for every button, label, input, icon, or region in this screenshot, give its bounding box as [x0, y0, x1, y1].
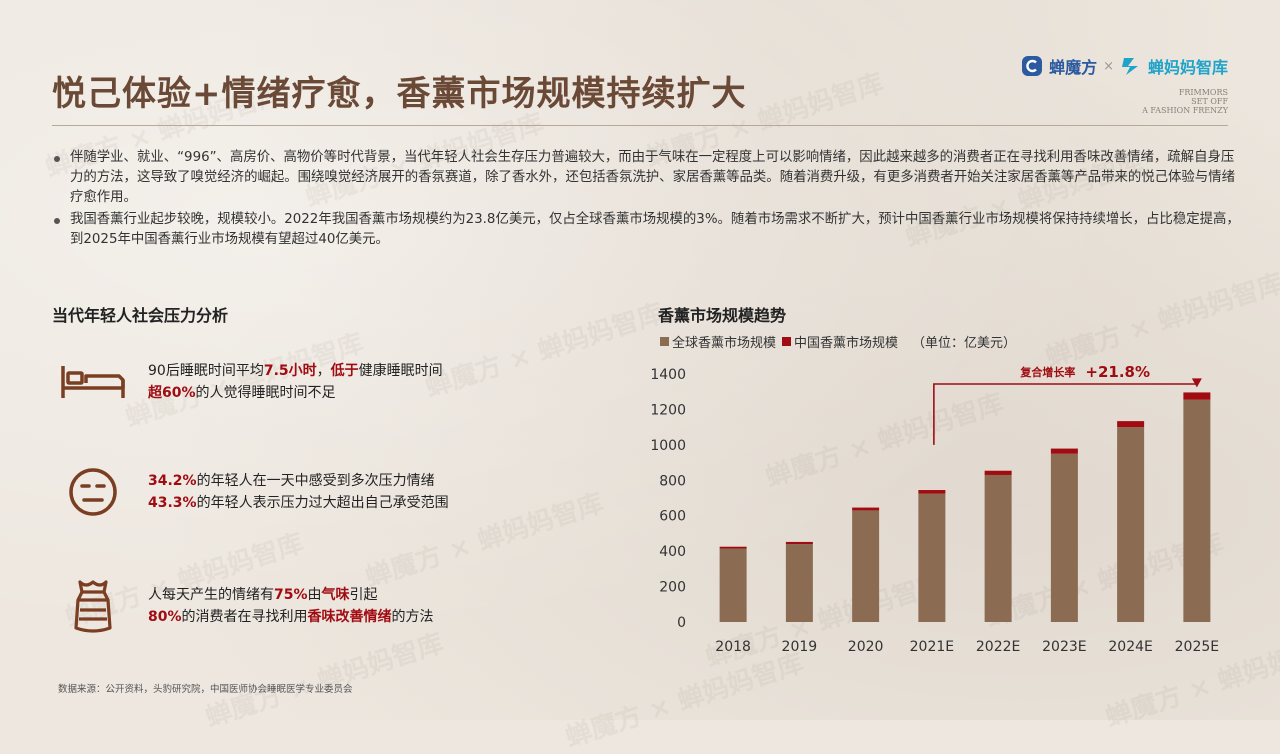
highlight-text: 80% — [148, 609, 182, 625]
highlight-text: 7.5小时 — [263, 363, 317, 379]
x-tick-label: 2025E — [1175, 639, 1219, 655]
stat-text: 的消费者在寻找利用 — [181, 609, 308, 625]
bar-china — [785, 541, 813, 545]
logo-chanmofang: 蝉魔方 — [1049, 58, 1098, 77]
stat-row-sleep: 90后睡眠时间平均7.5小时，低于健康睡眠时间 超60%的人觉得睡眠时间不足 — [58, 352, 443, 412]
growth-arrow-head — [1191, 378, 1202, 388]
stat-line: 超60%的人觉得睡眠时间不足 — [148, 382, 443, 404]
x-tick-label: 2023E — [1042, 639, 1086, 655]
bar-global — [785, 544, 813, 622]
aroma-jar-icon — [58, 576, 128, 636]
stat-text-stress: 34.2%的年轻人在一天中感受到多次压力情绪 43.3%的年轻人表示压力过大超出… — [148, 470, 449, 514]
bar-global — [852, 510, 880, 622]
stat-text: ， — [316, 363, 331, 379]
bed-icon — [58, 352, 128, 412]
highlight-text: 超60% — [148, 385, 196, 401]
legend-swatch — [782, 337, 792, 346]
chart-title: 香薰市场规模趋势 — [658, 306, 787, 325]
growth-bracket-line — [933, 380, 1198, 445]
stat-line: 90后睡眠时间平均7.5小时，低于健康睡眠时间 — [148, 360, 443, 382]
chanmofang-logo-icon — [1022, 56, 1043, 76]
stat-line: 34.2%的年轻人在一天中感受到多次压力情绪 — [148, 470, 449, 492]
x-tick-label: 2019 — [782, 639, 818, 655]
x-tick-label: 2018 — [715, 639, 751, 655]
intro-bullets: 伴随学业、就业、“996”、高房价、高物价等时代背景，当代年轻人社会生存压力普遍… — [52, 148, 1242, 252]
highlight-text: 43.3% — [148, 495, 197, 511]
highlight-text: 气味 — [321, 587, 350, 603]
bar-global — [719, 548, 747, 622]
bar-global — [1183, 399, 1211, 622]
y-tick-label: 400 — [659, 544, 686, 560]
stat-line: 43.3%的年轻人表示压力过大超出自己承受范围 — [148, 492, 449, 514]
stat-text: 的人觉得睡眠时间不足 — [195, 385, 336, 401]
legend-item-global: 全球香薰市场规模 — [660, 332, 776, 351]
stat-text: 由 — [307, 587, 322, 603]
stat-text: 引起 — [349, 587, 378, 603]
y-tick-label: 1000 — [650, 438, 686, 454]
x-tick-label: 2020 — [848, 639, 884, 655]
x-tick-label: 2022E — [976, 639, 1020, 655]
bar-global — [984, 474, 1012, 622]
neutral-face-icon — [58, 462, 128, 522]
stat-text: 90后睡眠时间平均 — [148, 363, 264, 379]
logo-chanmama: 蝉妈妈智库 — [1147, 58, 1228, 77]
logo-separator: × — [1103, 58, 1114, 74]
y-tick-label: 1200 — [650, 402, 686, 418]
highlight-text: 34.2% — [148, 473, 197, 489]
y-tick-label: 800 — [659, 473, 686, 489]
stat-text-sleep: 90后睡眠时间平均7.5小时，低于健康睡眠时间 超60%的人觉得睡眠时间不足 — [148, 360, 443, 404]
chart-legend: 全球香薰市场规模 中国香薰市场规模 （单位：亿美元） — [660, 332, 1016, 351]
y-tick-label: 1400 — [650, 367, 686, 383]
bar-global — [918, 493, 946, 622]
bullet-item: 我国香薰行业起步较晚，规模较小。2022年我国香薰市场规模约为23.8亿美元，仅… — [52, 210, 1242, 250]
data-source: 数据来源：公开资料，头豹研究院，中国医师协会睡眠医学专业委员会 — [58, 684, 353, 695]
page-title: 悦己体验+情绪疗愈，香薰市场规模持续扩大 — [52, 74, 747, 114]
bar-china — [852, 507, 880, 511]
chart-unit: （单位：亿美元） — [912, 336, 1017, 351]
brand-logos: 蝉魔方 × 蝉妈妈智库 — [1021, 54, 1228, 78]
stat-text: 的年轻人在一天中感受到多次压力情绪 — [196, 473, 435, 489]
stat-text: 健康睡眠时间 — [358, 363, 443, 379]
stat-line: 80%的消费者在寻找利用香味改善情绪的方法 — [148, 606, 434, 628]
highlight-text: 低于 — [330, 363, 359, 379]
stat-row-stress: 34.2%的年轻人在一天中感受到多次压力情绪 43.3%的年轻人表示压力过大超出… — [58, 462, 449, 522]
y-tick-label: 600 — [659, 509, 686, 525]
stamp-text: FRIMMORS SET OFF A FASHION FRENZY — [1142, 88, 1228, 115]
growth-rate-label: 复合增长率 — [1019, 365, 1075, 379]
y-tick-label: 0 — [677, 615, 686, 631]
stat-line: 人每天产生的情绪有75%由气味引起 — [148, 584, 434, 606]
bar-china — [1117, 421, 1145, 428]
bar-global — [1050, 453, 1078, 622]
market-size-chart: 0 200 400 600 800 1000 1200 1400 2018 2019 2020 202… — [650, 363, 1219, 655]
title-divider — [52, 125, 1228, 126]
legend-swatch — [660, 337, 669, 346]
highlight-text: 75% — [274, 587, 308, 603]
bullet-item: 伴随学业、就业、“996”、高房价、高物价等时代背景，当代年轻人社会生存压力普遍… — [52, 148, 1242, 208]
highlight-text: 香味改善情绪 — [307, 609, 392, 625]
bar-china — [984, 470, 1012, 475]
stat-text: 的方法 — [391, 609, 434, 625]
bar-china — [1183, 392, 1211, 400]
stat-text: 的年轻人表示压力过大超出自己承受范围 — [196, 495, 449, 511]
chanmama-logo-icon — [1121, 58, 1138, 75]
x-tick-label: 2024E — [1108, 639, 1152, 655]
stat-text: 人每天产生的情绪有 — [148, 587, 274, 603]
pressure-section-title: 当代年轻人社会压力分析 — [52, 306, 229, 325]
bar-china — [1050, 448, 1078, 454]
x-tick-label: 2021E — [910, 639, 954, 655]
legend-item-china: 中国香薰市场规模 — [782, 332, 898, 351]
bar-china — [918, 490, 946, 494]
stat-row-scent: 人每天产生的情绪有75%由气味引起 80%的消费者在寻找利用香味改善情绪的方法 — [58, 576, 434, 636]
growth-rate-value: +21.8% — [1085, 363, 1150, 381]
y-tick-label: 200 — [659, 580, 686, 596]
bar-global — [1117, 427, 1145, 622]
stat-text-scent: 人每天产生的情绪有75%由气味引起 80%的消费者在寻找利用香味改善情绪的方法 — [148, 584, 434, 628]
bar-china — [719, 546, 747, 549]
